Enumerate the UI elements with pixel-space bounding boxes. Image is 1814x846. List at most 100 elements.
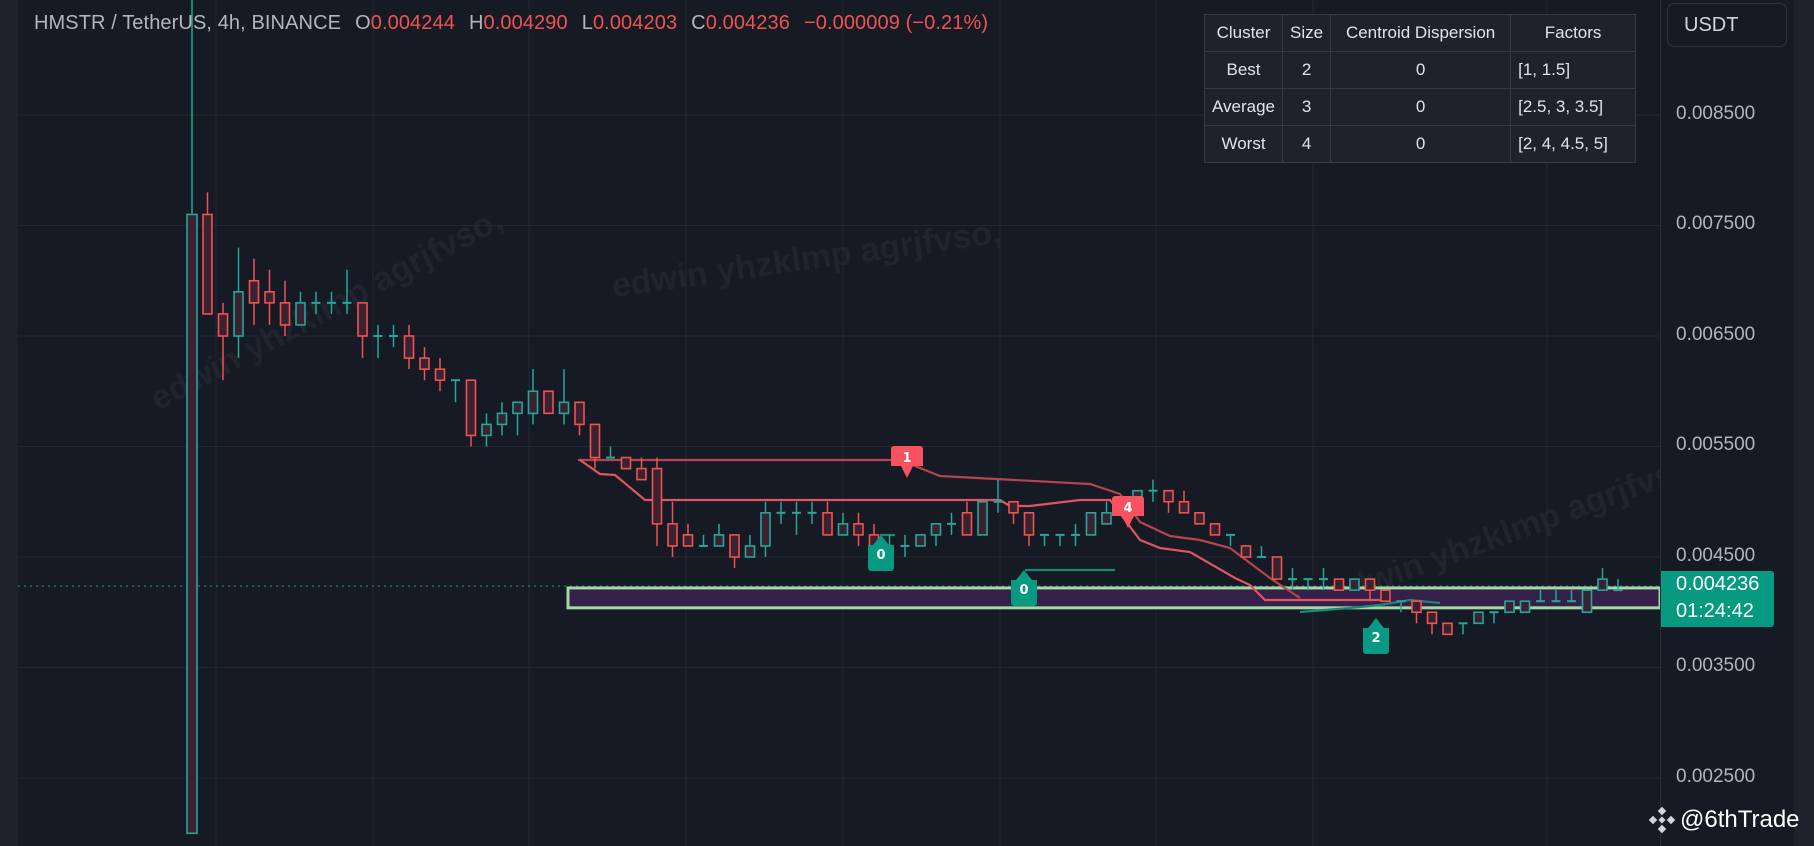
signal-marker-sell-icon: 4 bbox=[1112, 496, 1144, 528]
candle-body bbox=[682, 534, 694, 547]
candle-body bbox=[1209, 523, 1221, 536]
candle-body bbox=[1364, 578, 1376, 591]
candle-body bbox=[527, 390, 539, 415]
candle-body bbox=[1194, 511, 1205, 525]
price-tick: 0.002500 bbox=[1676, 766, 1756, 787]
candle-body bbox=[1380, 589, 1391, 603]
candle-body bbox=[496, 412, 508, 426]
candle-body bbox=[419, 357, 430, 370]
trailing-stop-upper bbox=[578, 458, 1301, 599]
candle-body bbox=[1442, 622, 1453, 636]
right-toolbar-strip bbox=[1794, 0, 1814, 846]
candle-body bbox=[620, 456, 632, 470]
candle-body bbox=[248, 279, 260, 304]
current-price-label: 0.004236 01:24:42 bbox=[1661, 571, 1774, 627]
signal-marker-sell-icon: 1 bbox=[891, 446, 923, 478]
candle-body bbox=[1023, 511, 1035, 536]
current-price: 0.004236 bbox=[1676, 573, 1760, 595]
candle-body bbox=[1597, 578, 1608, 591]
price-tick: 0.005500 bbox=[1676, 434, 1756, 455]
candle-body bbox=[1085, 511, 1097, 536]
price-tick: 0.004500 bbox=[1676, 545, 1756, 566]
candle-body bbox=[589, 423, 601, 459]
candle-body bbox=[915, 534, 926, 547]
candle-body bbox=[1101, 511, 1112, 525]
candle-body bbox=[636, 467, 647, 481]
header-cluster: Cluster bbox=[1203, 14, 1284, 52]
candle-body bbox=[512, 401, 523, 415]
svg-text:1: 1 bbox=[902, 451, 911, 466]
candle-body bbox=[1178, 500, 1190, 514]
candle-body bbox=[930, 523, 942, 536]
svg-text:4: 4 bbox=[1123, 501, 1132, 516]
candle-body bbox=[1504, 600, 1515, 614]
candle-body bbox=[760, 511, 771, 547]
candle-body bbox=[853, 523, 864, 536]
high-value: 0.004290 bbox=[483, 12, 568, 34]
candle-body bbox=[729, 534, 740, 558]
table-row: Best 2 0 [1, 1.5] bbox=[1203, 51, 1637, 89]
candle-body bbox=[264, 290, 275, 304]
candle-body bbox=[1349, 578, 1360, 591]
low-value: 0.004203 bbox=[592, 12, 678, 34]
bar-countdown: 01:24:42 bbox=[1676, 600, 1754, 622]
candle-body bbox=[651, 467, 663, 525]
signal-marker-buy-icon: 2 bbox=[1363, 618, 1389, 654]
candle-body bbox=[574, 401, 585, 426]
candle-body bbox=[1411, 600, 1422, 614]
open-value: 0.004244 bbox=[370, 12, 455, 34]
table-row: Worst 4 0 [2, 4, 4.5, 5] bbox=[1203, 125, 1637, 163]
brand-handle: @6thTrade bbox=[1680, 806, 1800, 833]
binance-logo-icon bbox=[1648, 806, 1676, 834]
candle-body bbox=[977, 500, 988, 536]
support-zone-band bbox=[566, 586, 1660, 610]
candle-body bbox=[1163, 489, 1174, 503]
candle-body bbox=[1581, 589, 1593, 614]
left-toolbar-strip bbox=[0, 0, 18, 846]
candle-body bbox=[357, 302, 368, 337]
price-tick: 0.003500 bbox=[1676, 655, 1756, 676]
table-header-row: Cluster Size Centroid Dispersion Factors bbox=[1203, 14, 1637, 52]
candle-body bbox=[279, 302, 291, 326]
svg-text:2: 2 bbox=[1371, 631, 1380, 646]
candle-body bbox=[233, 290, 244, 337]
currency-button[interactable]: USDT bbox=[1667, 3, 1787, 47]
svg-text:0: 0 bbox=[876, 548, 885, 563]
candle-body bbox=[217, 313, 229, 337]
candle-body bbox=[822, 511, 833, 536]
price-tick: 0.007500 bbox=[1676, 213, 1756, 234]
candle-body bbox=[403, 335, 415, 359]
candle-body bbox=[1473, 611, 1484, 625]
candle-body bbox=[1271, 556, 1283, 580]
header-size: Size bbox=[1282, 14, 1332, 52]
candle-body bbox=[667, 523, 678, 547]
price-tick: 0.008500 bbox=[1676, 103, 1756, 124]
price-tick: 0.006500 bbox=[1676, 324, 1756, 345]
signal-marker-buy-icon: 0 bbox=[868, 535, 894, 571]
candle-body bbox=[481, 423, 492, 437]
price-axis[interactable] bbox=[1660, 0, 1794, 846]
signal-marker-buy-icon: 0 bbox=[1011, 570, 1037, 606]
candle-body bbox=[1008, 500, 1019, 514]
candle-body bbox=[744, 545, 756, 558]
candle-body bbox=[837, 523, 849, 536]
close-value: 0.004236 bbox=[705, 12, 790, 34]
header-centroid-dispersion: Centroid Dispersion bbox=[1330, 14, 1512, 52]
change-value: −0.000009 (−0.21%) bbox=[803, 12, 989, 34]
brand-watermark: @6thTrade bbox=[1648, 806, 1800, 834]
candle-body bbox=[465, 379, 477, 437]
candle-body bbox=[186, 213, 198, 835]
candle-body bbox=[1240, 545, 1252, 558]
candle-body bbox=[295, 302, 306, 326]
candle-body bbox=[434, 368, 446, 381]
candle-body bbox=[543, 390, 554, 415]
table-row: Average 3 0 [2.5, 3, 3.5] bbox=[1203, 88, 1637, 126]
candle-body bbox=[713, 534, 725, 547]
candle-body bbox=[1426, 611, 1438, 625]
symbol-legend: HMSTR / TetherUS, 4h, BINANCE O0.004244 H0… bbox=[34, 12, 989, 34]
candle-body bbox=[961, 511, 973, 536]
candlestick-chart[interactable]: 1 4 0 0 2 bbox=[0, 0, 1660, 846]
candle-body bbox=[202, 213, 213, 315]
candle-body bbox=[1519, 600, 1531, 614]
candle-body bbox=[1333, 578, 1345, 591]
